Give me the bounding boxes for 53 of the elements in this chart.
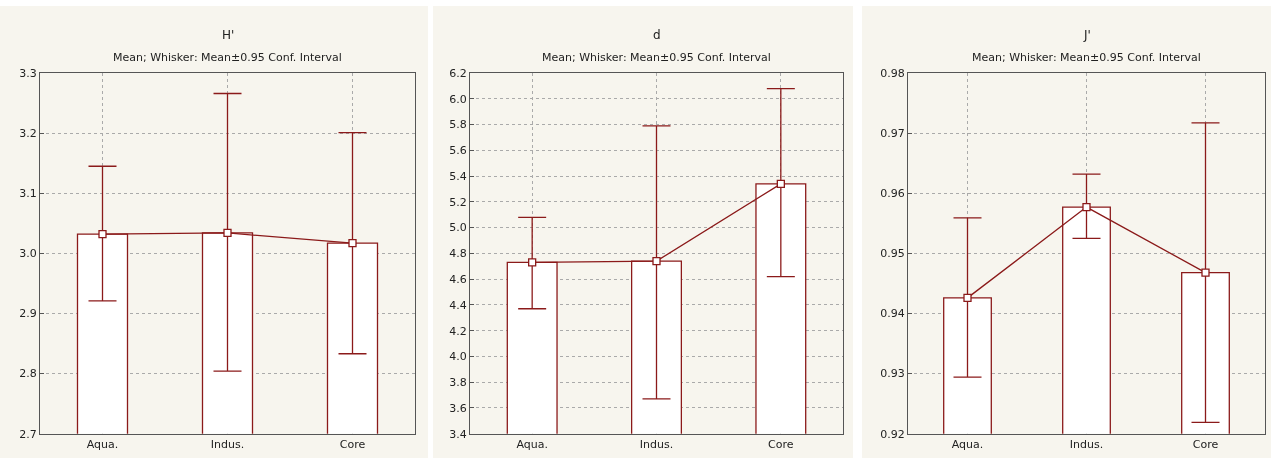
y-tick-label: 3.1 — [19, 187, 37, 201]
point — [223, 228, 232, 238]
x-tick-label: Indus. — [639, 437, 674, 451]
y-tick-label: 3.8 — [449, 376, 467, 390]
point — [963, 293, 972, 303]
chart-subtitle: Mean; Whisker: Mean±0.95 Conf. Interval — [542, 51, 771, 64]
y-tick-label: 2.8 — [19, 367, 37, 381]
x-tick-label: Core — [339, 437, 366, 451]
x-tick-label: Aqua. — [516, 437, 548, 451]
y-tick-label: 2.7 — [19, 427, 37, 441]
y-tick-label: 3.4 — [449, 427, 467, 441]
y-tick-label: 5.4 — [449, 169, 467, 183]
point — [776, 179, 785, 188]
y-tick-label: 6.2 — [449, 66, 467, 80]
y-tick-label: 5.6 — [449, 144, 467, 158]
y-tick-label: 3.3 — [19, 66, 37, 80]
y-tick-label: 5.2 — [449, 195, 467, 209]
point — [652, 256, 661, 266]
x-tick-label: Aqua. — [951, 437, 984, 451]
chart-subtitle: Mean; Whisker: Mean±0.95 Conf. Interval — [972, 51, 1201, 64]
y-tick-label: 0.94 — [880, 307, 905, 321]
y-tick-label: 4.2 — [449, 324, 467, 338]
x-tick-label: Aqua. — [86, 437, 119, 451]
chart-subtitle: Mean; Whisker: Mean±0.95 Conf. Interval — [113, 51, 342, 64]
y-tick-label: 3.6 — [449, 401, 467, 415]
y-tick-label: 0.96 — [880, 187, 905, 201]
y-tick-label: 0.98 — [880, 66, 905, 80]
point — [348, 239, 357, 248]
x-tick-label: Core — [1192, 437, 1219, 451]
y-tick-label: 3.0 — [19, 247, 37, 261]
y-tick-label: 0.97 — [880, 127, 905, 141]
x-tick-label: Indus. — [1069, 437, 1104, 451]
y-tick-label: 2.9 — [19, 307, 37, 321]
y-tick-label: 0.95 — [880, 247, 905, 261]
y-tick-label: 4.6 — [449, 272, 467, 286]
chart-title: H' — [222, 28, 235, 42]
point — [528, 258, 537, 267]
y-tick-label: 4.8 — [449, 247, 467, 261]
y-tick-label: 0.92 — [880, 427, 905, 441]
y-tick-label: 6.0 — [449, 92, 467, 106]
y-tick-label: 3.2 — [19, 127, 37, 141]
point — [1082, 202, 1091, 212]
x-tick-label: Indus. — [210, 437, 245, 451]
y-tick-label: 5.8 — [449, 118, 467, 132]
y-tick-label: 4.4 — [449, 298, 467, 312]
y-tick-label: 4.0 — [449, 350, 467, 364]
chart-title: d — [653, 28, 661, 42]
point — [98, 230, 107, 239]
point — [1201, 268, 1210, 277]
x-tick-label: Core — [768, 437, 794, 451]
y-tick-label: 0.93 — [880, 367, 905, 381]
chart-title: J' — [1083, 28, 1091, 42]
y-tick-label: 5.0 — [449, 221, 467, 235]
